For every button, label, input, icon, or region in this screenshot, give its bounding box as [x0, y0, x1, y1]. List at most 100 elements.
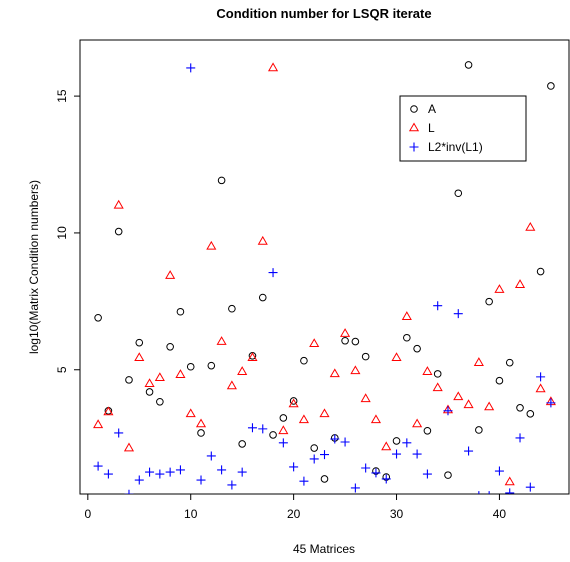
- point: [463, 399, 474, 409]
- point: [134, 475, 144, 485]
- point: [186, 362, 195, 371]
- point: [217, 465, 227, 475]
- legend-marker: [409, 142, 419, 152]
- point: [422, 366, 433, 375]
- point: [413, 344, 421, 353]
- point: [381, 441, 392, 451]
- y-tick-label: 15: [55, 89, 69, 103]
- point: [103, 469, 113, 479]
- point: [93, 461, 103, 471]
- point: [505, 358, 514, 367]
- point: [134, 352, 145, 362]
- point: [289, 397, 298, 405]
- point: [298, 414, 309, 424]
- point: [238, 440, 246, 448]
- point: [403, 333, 411, 342]
- point: [247, 423, 257, 433]
- point: [329, 368, 340, 378]
- x-axis-label: 45 Matrices: [293, 542, 355, 556]
- point: [145, 467, 155, 477]
- point: [113, 199, 124, 209]
- x-tick-label: 0: [84, 507, 91, 521]
- point: [370, 414, 382, 424]
- point: [310, 444, 319, 452]
- point: [515, 433, 525, 443]
- point: [494, 284, 505, 293]
- y-tick-label: 5: [55, 366, 69, 373]
- point: [288, 398, 299, 408]
- point: [217, 176, 226, 185]
- point: [165, 270, 176, 279]
- point: [340, 437, 350, 447]
- point: [237, 366, 248, 375]
- point: [433, 301, 443, 311]
- point: [536, 372, 546, 382]
- point: [361, 352, 370, 361]
- point: [464, 446, 474, 456]
- point: [145, 388, 154, 396]
- point: [422, 469, 432, 479]
- point: [526, 410, 535, 418]
- point: [494, 466, 504, 476]
- legend-label: L: [428, 121, 435, 135]
- point: [309, 338, 320, 348]
- point: [197, 429, 205, 437]
- point: [341, 336, 349, 345]
- legend-box: [399, 95, 527, 162]
- point: [484, 401, 495, 411]
- point: [156, 397, 164, 406]
- point: [423, 426, 432, 435]
- point: [412, 449, 422, 459]
- point: [309, 454, 319, 464]
- point: [144, 378, 155, 388]
- legend: AL L2*inv(L1): [399, 95, 527, 162]
- x-tick-label: 20: [287, 507, 301, 521]
- point: [485, 297, 493, 306]
- point: [495, 376, 504, 385]
- point: [453, 309, 463, 319]
- legend-marker: [410, 105, 418, 113]
- points: [93, 61, 556, 494]
- point: [206, 240, 217, 250]
- point: [320, 450, 329, 460]
- point: [402, 438, 412, 448]
- point: [166, 342, 174, 351]
- point: [535, 383, 546, 393]
- point: [381, 474, 391, 484]
- point: [371, 468, 381, 478]
- point: [267, 62, 279, 72]
- point: [226, 380, 237, 390]
- point: [475, 426, 483, 434]
- point: [392, 437, 401, 445]
- legend-label: A: [428, 102, 436, 116]
- point: [175, 465, 185, 475]
- point: [279, 414, 288, 422]
- plot-frame: [79, 39, 570, 495]
- point: [94, 313, 102, 322]
- point: [350, 365, 361, 375]
- point: [412, 418, 423, 428]
- point: [114, 428, 124, 438]
- point: [114, 227, 123, 236]
- point: [175, 369, 186, 378]
- point: [228, 304, 236, 313]
- point: [186, 63, 196, 73]
- point: [505, 488, 515, 494]
- x-tick-label: 10: [184, 507, 198, 521]
- point: [330, 434, 340, 444]
- point: [443, 406, 453, 416]
- point: [514, 279, 526, 288]
- point: [289, 462, 299, 472]
- point: [478, 491, 480, 494]
- legend-marker: [408, 122, 420, 132]
- point: [392, 449, 402, 459]
- point: [432, 382, 443, 392]
- point: [444, 471, 452, 479]
- point: [525, 482, 535, 492]
- x-tick-label: 40: [493, 507, 507, 521]
- point: [247, 352, 258, 362]
- point: [546, 398, 556, 408]
- point: [237, 467, 247, 477]
- point: [93, 419, 104, 429]
